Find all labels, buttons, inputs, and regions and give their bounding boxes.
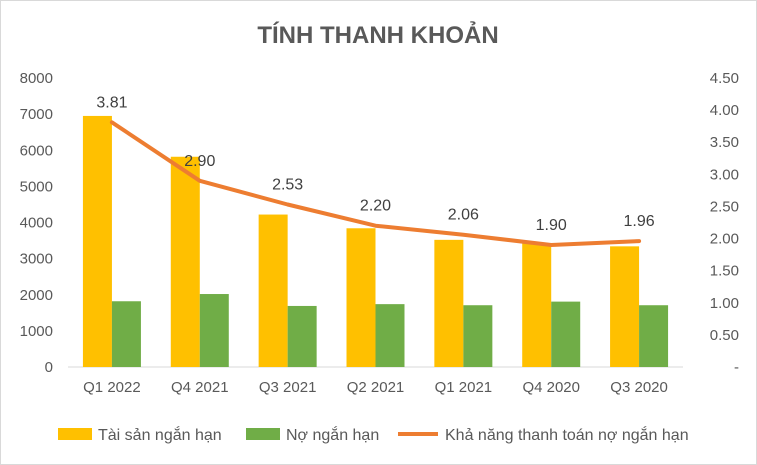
plot-area: 0 1000 2000 3000 4000 5000 6000 7000 8000 - 0.50 1.… xyxy=(20,70,739,396)
bar xyxy=(434,239,464,367)
y-left-tick-label: 0 xyxy=(45,359,53,376)
data-label: 1.90 xyxy=(536,217,567,234)
y-right-tick-label: 3.00 xyxy=(710,166,739,183)
y-right-tick-label: 3.50 xyxy=(710,134,739,151)
bar xyxy=(522,243,552,367)
bar xyxy=(463,305,493,367)
legend: Tài sản ngắn hạn Nợ ngắn hạn Khả năng than… xyxy=(58,425,689,444)
legend-label: Nợ ngắn hạn xyxy=(286,425,379,444)
x-tick-label: Q1 2022 xyxy=(83,379,141,396)
x-tick-label: Q2 2021 xyxy=(347,379,405,396)
bar xyxy=(82,115,112,368)
y-right-tick-label: 2.50 xyxy=(710,198,739,215)
legend-label: Khả năng thanh toán nợ ngắn hạn xyxy=(445,425,689,444)
bar xyxy=(346,228,376,367)
y-right-tick-label: 0.50 xyxy=(710,327,739,344)
legend-label: Tài sản ngắn hạn xyxy=(98,425,222,444)
data-label: 2.06 xyxy=(448,207,479,224)
data-label: 2.20 xyxy=(360,198,391,215)
y-left-tick-label: 8000 xyxy=(20,70,53,87)
bar xyxy=(375,304,405,367)
y-right-tick-label: - xyxy=(734,359,739,376)
y-left-tick-label: 2000 xyxy=(20,287,53,304)
legend-swatch xyxy=(58,428,92,440)
bar xyxy=(610,246,640,367)
ratio-line xyxy=(109,120,642,247)
y-right-tick-label: 1.00 xyxy=(710,295,739,312)
legend-swatch xyxy=(246,428,280,440)
y-right-tick-label: 4.50 xyxy=(710,70,739,87)
data-label: 2.90 xyxy=(184,153,215,170)
bar xyxy=(170,156,200,367)
x-tick-label: Q3 2020 xyxy=(610,379,668,396)
bar xyxy=(258,214,288,367)
x-tick-label: Q4 2021 xyxy=(171,379,229,396)
data-label: 1.96 xyxy=(624,213,655,230)
y-left-tick-label: 1000 xyxy=(20,323,53,340)
y-left-tick-label: 5000 xyxy=(20,178,53,195)
bar xyxy=(199,294,229,367)
y-left-tick-label: 3000 xyxy=(20,251,53,268)
y-right-tick-label: 2.00 xyxy=(710,231,739,248)
x-tick-label: Q3 2021 xyxy=(259,379,317,396)
y-right-tick-label: 4.00 xyxy=(710,102,739,119)
y-left-tick-label: 7000 xyxy=(20,106,53,123)
bar xyxy=(111,301,141,367)
data-label: 2.53 xyxy=(272,177,303,194)
bar xyxy=(639,305,669,367)
y-left-tick-label: 6000 xyxy=(20,142,53,159)
x-tick-label: Q4 2020 xyxy=(522,379,580,396)
y-right-tick-label: 1.50 xyxy=(710,263,739,280)
y-left-tick-label: 4000 xyxy=(20,215,53,232)
data-label: 3.81 xyxy=(96,94,127,111)
x-tick-label: Q1 2021 xyxy=(435,379,493,396)
bar xyxy=(287,305,317,367)
bar xyxy=(551,301,581,367)
chart-title: TÍNH THANH KHOẢN xyxy=(257,20,498,49)
